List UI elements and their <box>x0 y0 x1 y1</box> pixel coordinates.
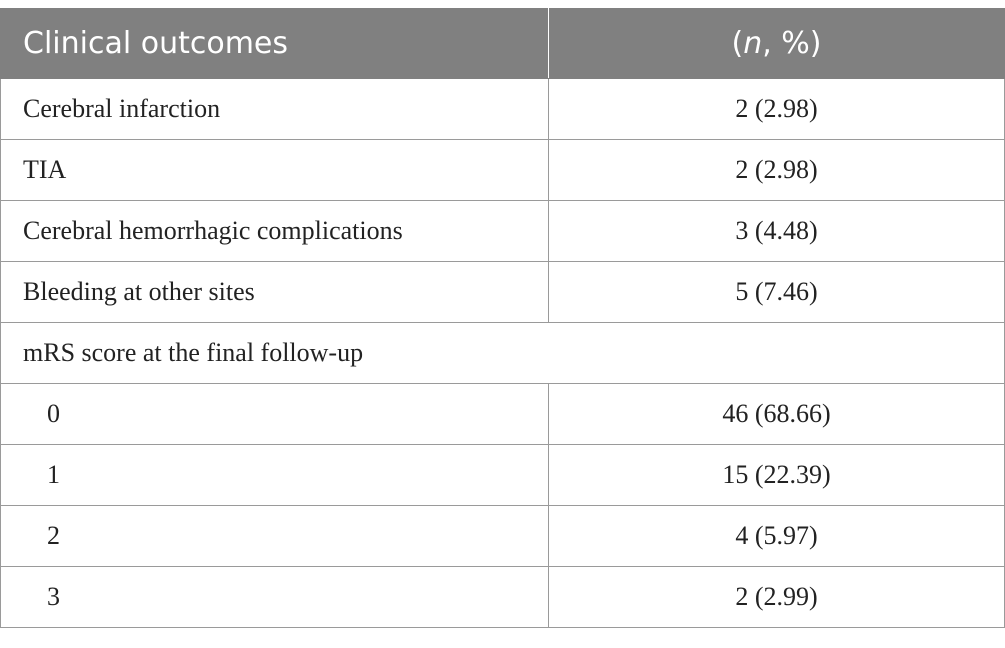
clinical-outcomes-table: Clinical outcomes (n, %) Cerebral infarc… <box>0 8 1005 628</box>
subrow-value: 46 (68.66) <box>548 383 1005 445</box>
row-label: Bleeding at other sites <box>0 261 549 323</box>
subrow-label: 2 <box>0 505 549 567</box>
row-value: 3 (4.48) <box>548 200 1005 262</box>
row-value: 2 (2.98) <box>548 78 1005 140</box>
row-value: 5 (7.46) <box>548 261 1005 323</box>
table-row: 1 15 (22.39) <box>0 444 1005 506</box>
subrow-value: 2 (2.99) <box>548 566 1005 628</box>
group-row-mrs: mRS score at the final follow-up <box>0 322 1005 384</box>
header-n-percent: (n, %) <box>548 8 1005 79</box>
table-row: 0 46 (68.66) <box>0 383 1005 445</box>
row-value: 2 (2.98) <box>548 139 1005 201</box>
row-label: TIA <box>0 139 549 201</box>
table-row: Cerebral hemorrhagic complications 3 (4.… <box>0 200 1005 262</box>
subrow-label: 1 <box>0 444 549 506</box>
subrow-label: 0 <box>0 383 549 445</box>
table-row: Cerebral infarction 2 (2.98) <box>0 78 1005 140</box>
table-row: 2 4 (5.97) <box>0 505 1005 567</box>
row-label: Cerebral infarction <box>0 78 549 140</box>
subrow-label: 3 <box>0 566 549 628</box>
table-row: 3 2 (2.99) <box>0 566 1005 628</box>
table-header-row: Clinical outcomes (n, %) <box>0 8 1005 79</box>
table-row: Bleeding at other sites 5 (7.46) <box>0 261 1005 323</box>
header-clinical-outcomes: Clinical outcomes <box>0 8 549 79</box>
subrow-value: 15 (22.39) <box>548 444 1005 506</box>
subrow-value: 4 (5.97) <box>548 505 1005 567</box>
row-label: Cerebral hemorrhagic complications <box>0 200 549 262</box>
header-n-italic: n <box>743 26 763 61</box>
group-label: mRS score at the final follow-up <box>0 322 1005 384</box>
table-row: TIA 2 (2.98) <box>0 139 1005 201</box>
